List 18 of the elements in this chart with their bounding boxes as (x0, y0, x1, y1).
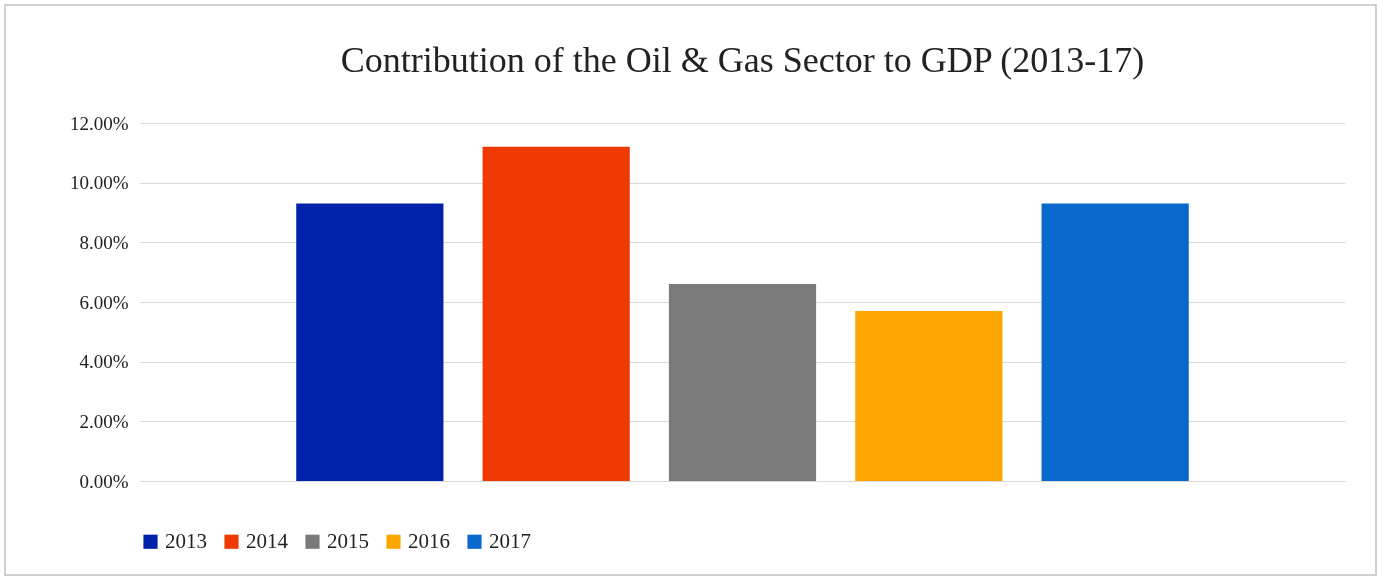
y-tick-label: 10.00% (69, 172, 129, 194)
y-tick-label: 2.00% (79, 410, 129, 432)
legend-label: 2016 (408, 528, 450, 553)
y-tick-label: 8.00% (79, 231, 129, 253)
legend-label: 2017 (489, 528, 531, 553)
bar (1041, 203, 1189, 481)
legend-label: 2014 (246, 528, 289, 553)
y-tick-label: 0.00% (79, 470, 129, 492)
y-tick-label: 12.00% (69, 112, 129, 134)
bar (296, 203, 444, 481)
bar (482, 146, 630, 481)
legend-label: 2013 (165, 528, 207, 553)
legend-label: 2015 (327, 528, 369, 553)
y-tick-label: 4.00% (79, 351, 129, 373)
bar (855, 310, 1003, 481)
chart-title: Contribution of the Oil & Gas Sector to GDP (2013-17) (340, 40, 1145, 80)
y-tick-label: 6.00% (79, 291, 129, 313)
bar (668, 284, 817, 481)
